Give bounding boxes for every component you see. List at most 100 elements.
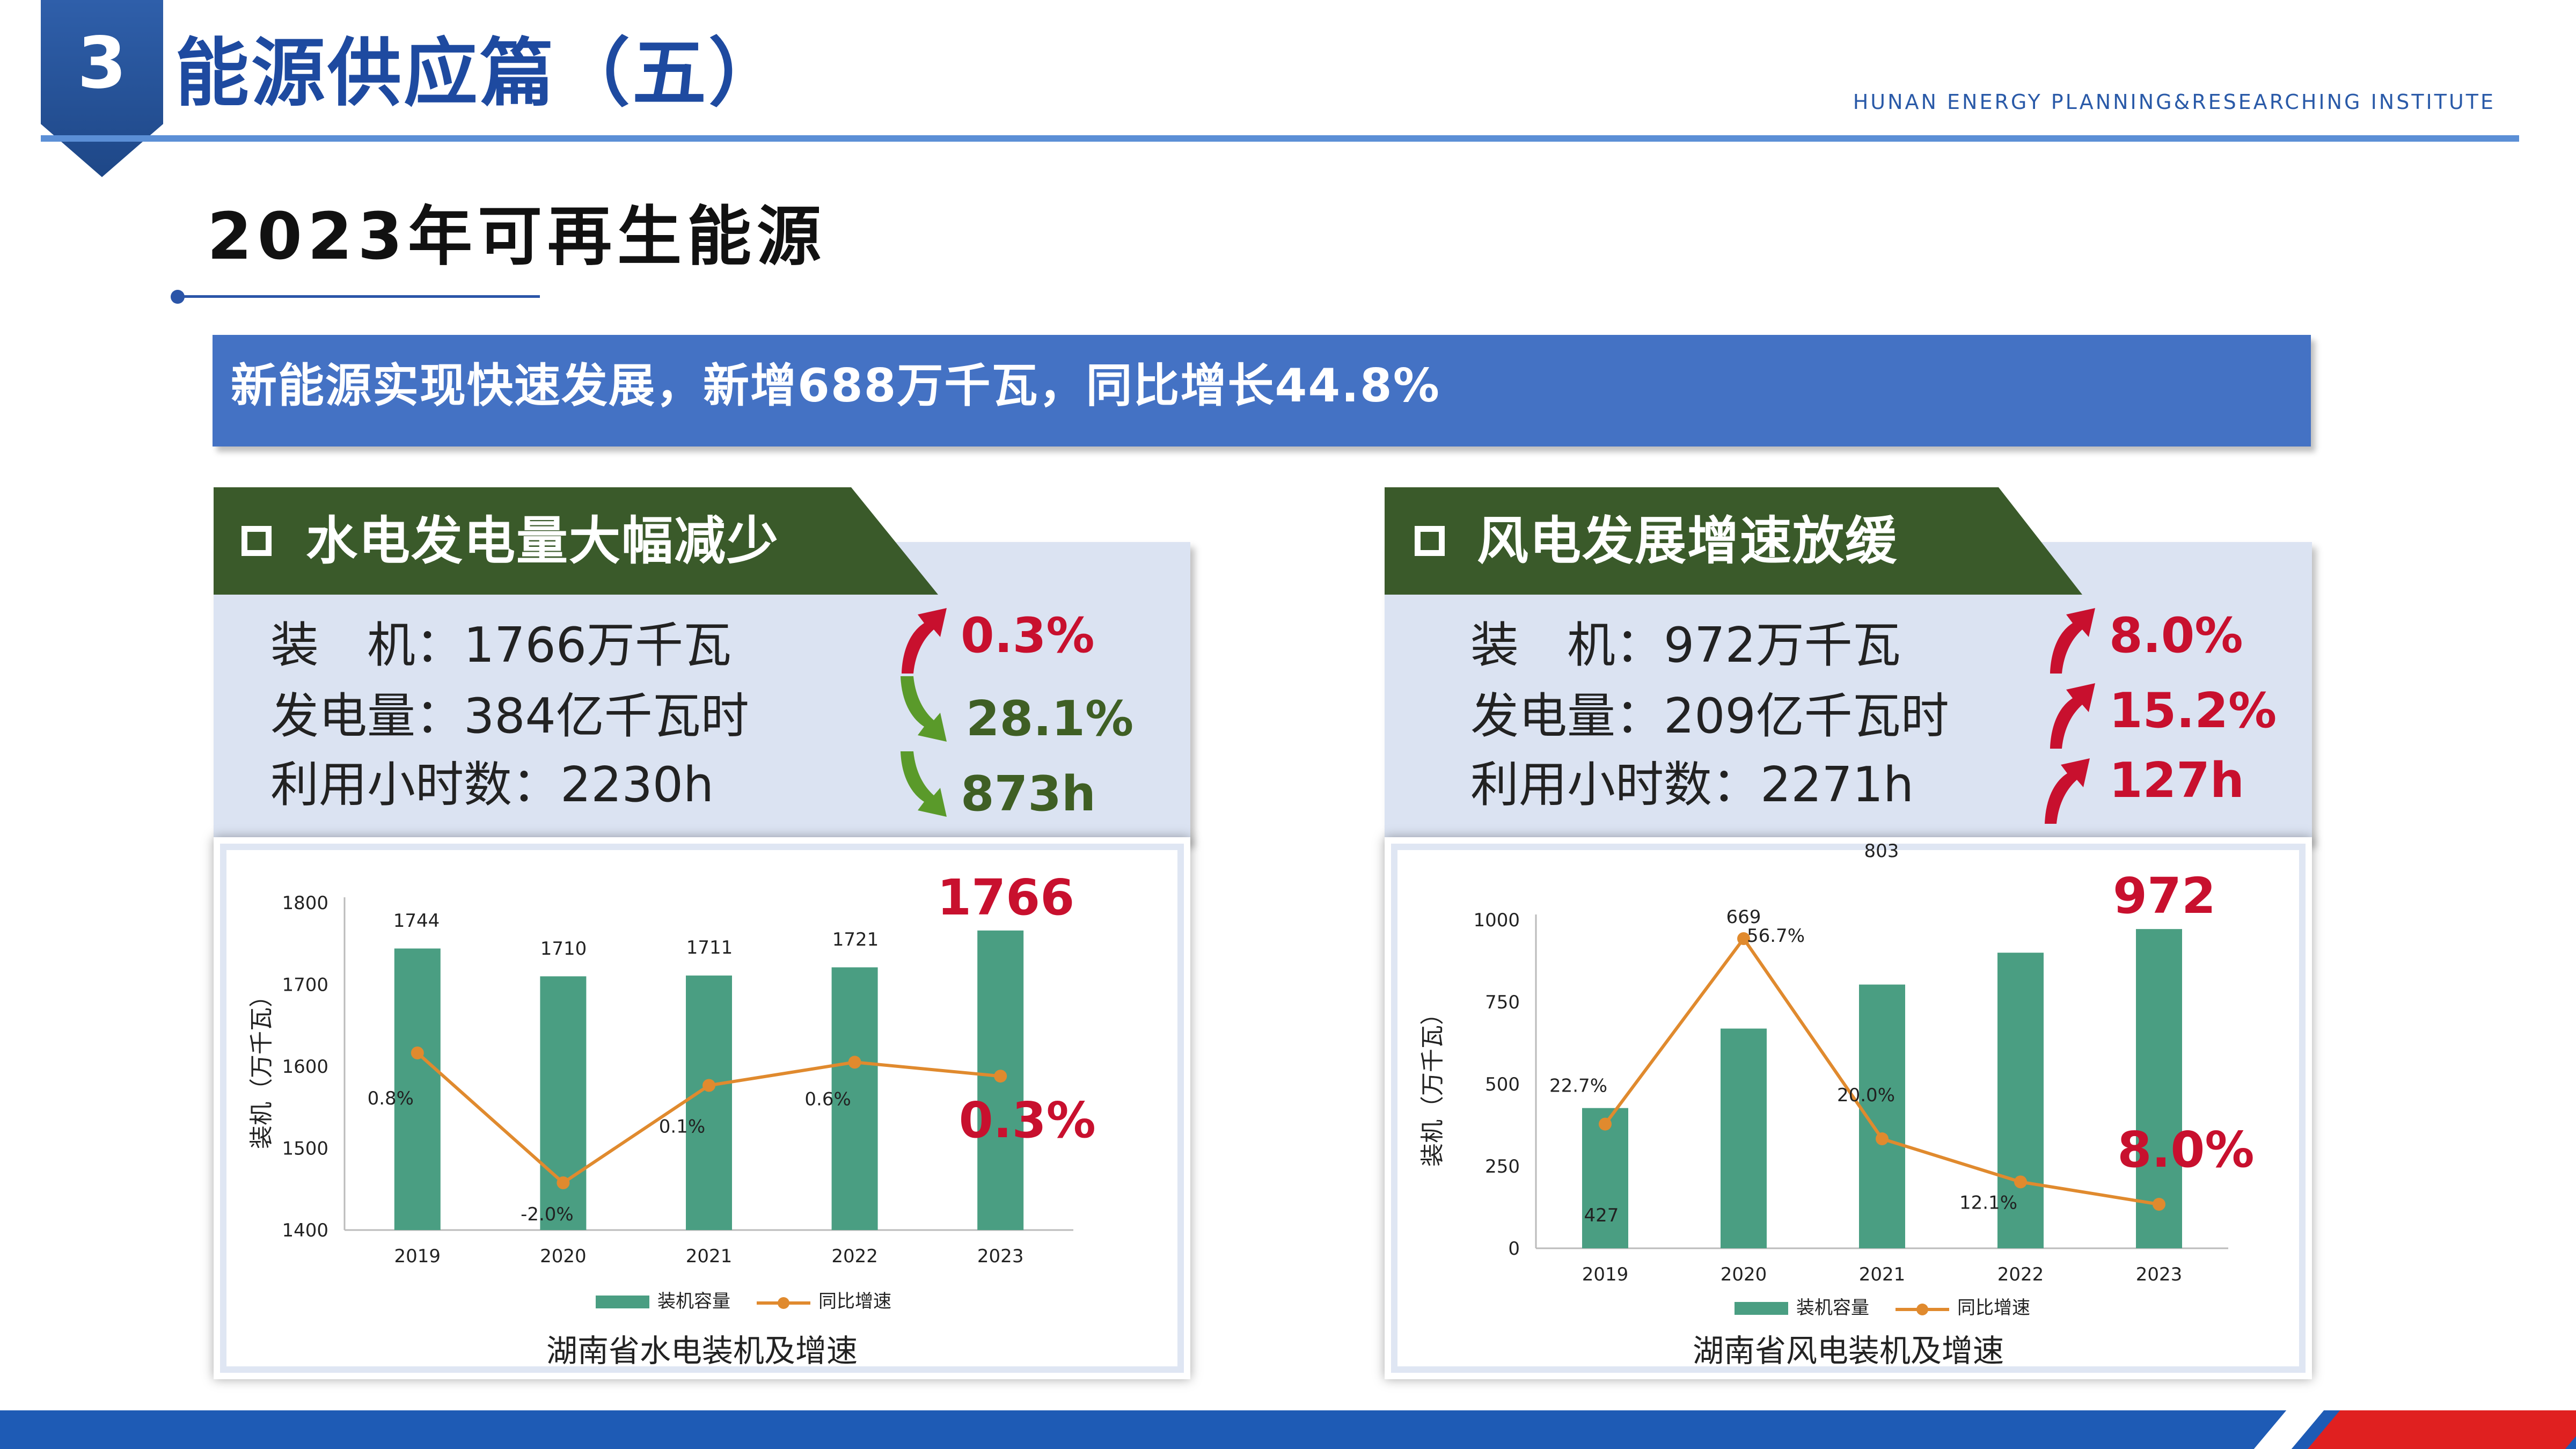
bar-value-label: 1721 — [832, 929, 879, 950]
legend-swatch-bar — [1735, 1302, 1788, 1315]
up-arrow-icon — [902, 608, 947, 674]
bar-value-label: 1710 — [540, 938, 587, 960]
legend-label: 同比增速 — [1957, 1297, 2030, 1319]
y-tick-label: 1600 — [282, 1056, 328, 1078]
growth-point — [994, 1070, 1007, 1083]
footer-stripe-red — [2307, 1410, 2576, 1449]
x-tick-label: 2021 — [686, 1246, 733, 1267]
section-number: 3 — [77, 22, 127, 105]
wind-card-title: 风电发展增速放缓 — [1477, 511, 1898, 571]
bar — [1582, 1108, 1628, 1248]
hydro-hours-change: 873h — [961, 766, 1096, 822]
wind-generation-change: 15.2% — [2109, 683, 2277, 739]
y-tick-label: 750 — [1485, 992, 1520, 1013]
institute-name: HUNAN ENERGY PLANNING&RESEARCHING INSTIT… — [1853, 90, 2496, 114]
y-tick-label: 1400 — [282, 1220, 328, 1241]
section-title: 能源供应篇（五） — [175, 30, 785, 116]
hydro-capacity: 装 机：1766万千瓦 — [270, 617, 732, 674]
y-tick-label: 1700 — [282, 975, 328, 996]
y-axis-label: 装机（万千瓦） — [1419, 1001, 1446, 1167]
x-tick-label: 2020 — [1721, 1264, 1767, 1285]
legend-label: 装机容量 — [657, 1291, 730, 1312]
growth-value-label: -2.0% — [521, 1204, 574, 1225]
hydro-generation-change: 28.1% — [966, 691, 1134, 747]
y-tick-label: 0 — [1508, 1238, 1520, 1260]
up-arrow-icon — [2050, 683, 2095, 749]
growth-point — [411, 1046, 424, 1059]
hydro-capacity-change: 0.3% — [961, 608, 1095, 664]
bar-value-label: 1744 — [393, 910, 440, 932]
y-tick-label: 500 — [1485, 1074, 1520, 1095]
y-tick-label: 1800 — [282, 892, 328, 914]
growth-point — [2153, 1198, 2165, 1211]
x-tick-label: 2019 — [394, 1246, 441, 1267]
y-axis-label: 装机（万千瓦） — [248, 984, 275, 1149]
footer-bar — [0, 1410, 2576, 1449]
wind-hours: 利用小时数：2271h — [1470, 757, 1914, 813]
up-arrow-icon — [2050, 608, 2095, 674]
wind-chart: 02505007501000装机（万千瓦）42766980390097222.7… — [1419, 844, 2255, 1319]
bar-value-label: 1766 — [937, 869, 1074, 926]
hydro-chart: 1400 1500 1600 1700 1800 装机（万千瓦） 1744 1710 1711 1… — [248, 869, 1096, 1312]
growth-value-label: 20.0% — [1837, 1085, 1895, 1106]
bar — [394, 948, 441, 1230]
wind-hours-change: 127h — [2109, 752, 2244, 809]
bar — [1997, 953, 2044, 1248]
growth-value-label: 0.8% — [368, 1088, 414, 1109]
x-tick-label: 2022 — [831, 1246, 878, 1267]
bar-value-label: 669 — [1726, 906, 1761, 928]
growth-point — [557, 1176, 570, 1189]
hydro-generation: 发电量：384亿千瓦时 — [270, 688, 749, 744]
hydro-chart-caption: 湖南省水电装机及增速 — [546, 1333, 858, 1369]
x-tick-label: 2020 — [540, 1246, 587, 1267]
bar — [831, 967, 878, 1230]
growth-value-label: 56.7% — [1747, 925, 1805, 947]
down-arrow-icon — [901, 751, 947, 817]
y-tick-label: 250 — [1485, 1156, 1520, 1177]
growth-value-label: 22.7% — [1549, 1075, 1607, 1097]
header-divider — [41, 135, 2519, 142]
growth-value-label: 8.0% — [2117, 1121, 2254, 1179]
down-arrow-icon — [901, 676, 947, 742]
x-tick-label: 2022 — [1997, 1264, 2044, 1285]
growth-point — [1737, 932, 1750, 945]
hydro-card-header — [214, 487, 938, 595]
bar-value-label: 1711 — [686, 937, 733, 958]
bar — [686, 975, 732, 1230]
bar-value-label: 427 — [1584, 1205, 1619, 1226]
growth-point — [1599, 1117, 1612, 1131]
legend-label: 装机容量 — [1796, 1297, 1869, 1319]
wind-capacity: 装 机：972万千瓦 — [1470, 617, 1901, 674]
growth-point — [1876, 1132, 1889, 1146]
summary-banner — [213, 335, 2311, 447]
legend-label: 同比增速 — [818, 1291, 891, 1312]
x-tick-label: 2023 — [2136, 1264, 2183, 1285]
wind-capacity-change: 8.0% — [2109, 608, 2243, 664]
growth-point — [702, 1079, 715, 1092]
bar-value-label: 803 — [1864, 844, 1899, 862]
legend-swatch-point — [1916, 1304, 1928, 1315]
growth-value-label: 0.3% — [959, 1092, 1096, 1149]
bar — [2136, 929, 2182, 1248]
hydro-hours: 利用小时数：2230h — [270, 757, 714, 813]
growth-value-label: 12.1% — [1959, 1192, 2017, 1213]
legend-swatch-bar — [596, 1296, 649, 1308]
checkbox-square-icon — [241, 526, 272, 556]
wind-card-header — [1385, 487, 2082, 595]
growth-value-label: 0.6% — [804, 1088, 851, 1110]
x-tick-label: 2021 — [1859, 1264, 1906, 1285]
page-subtitle: 2023年可再生能源 — [207, 200, 826, 274]
wind-chart-caption: 湖南省风电装机及增速 — [1692, 1333, 2004, 1369]
wind-generation: 发电量：209亿千瓦时 — [1470, 688, 1949, 744]
growth-point — [848, 1056, 861, 1069]
x-tick-label: 2019 — [1582, 1264, 1629, 1285]
summary-banner-text: 新能源实现快速发展，新增688万千瓦，同比增长44.8% — [231, 359, 1440, 413]
growth-value-label: 0.1% — [659, 1116, 705, 1138]
subtitle-dot — [171, 290, 185, 304]
up-arrow-icon — [2045, 758, 2090, 824]
y-tick-label: 1000 — [1473, 910, 1520, 931]
legend-swatch-point — [778, 1297, 789, 1309]
y-tick-label: 1500 — [282, 1138, 328, 1160]
x-tick-label: 2023 — [977, 1246, 1024, 1267]
subtitle-underline — [177, 295, 540, 298]
